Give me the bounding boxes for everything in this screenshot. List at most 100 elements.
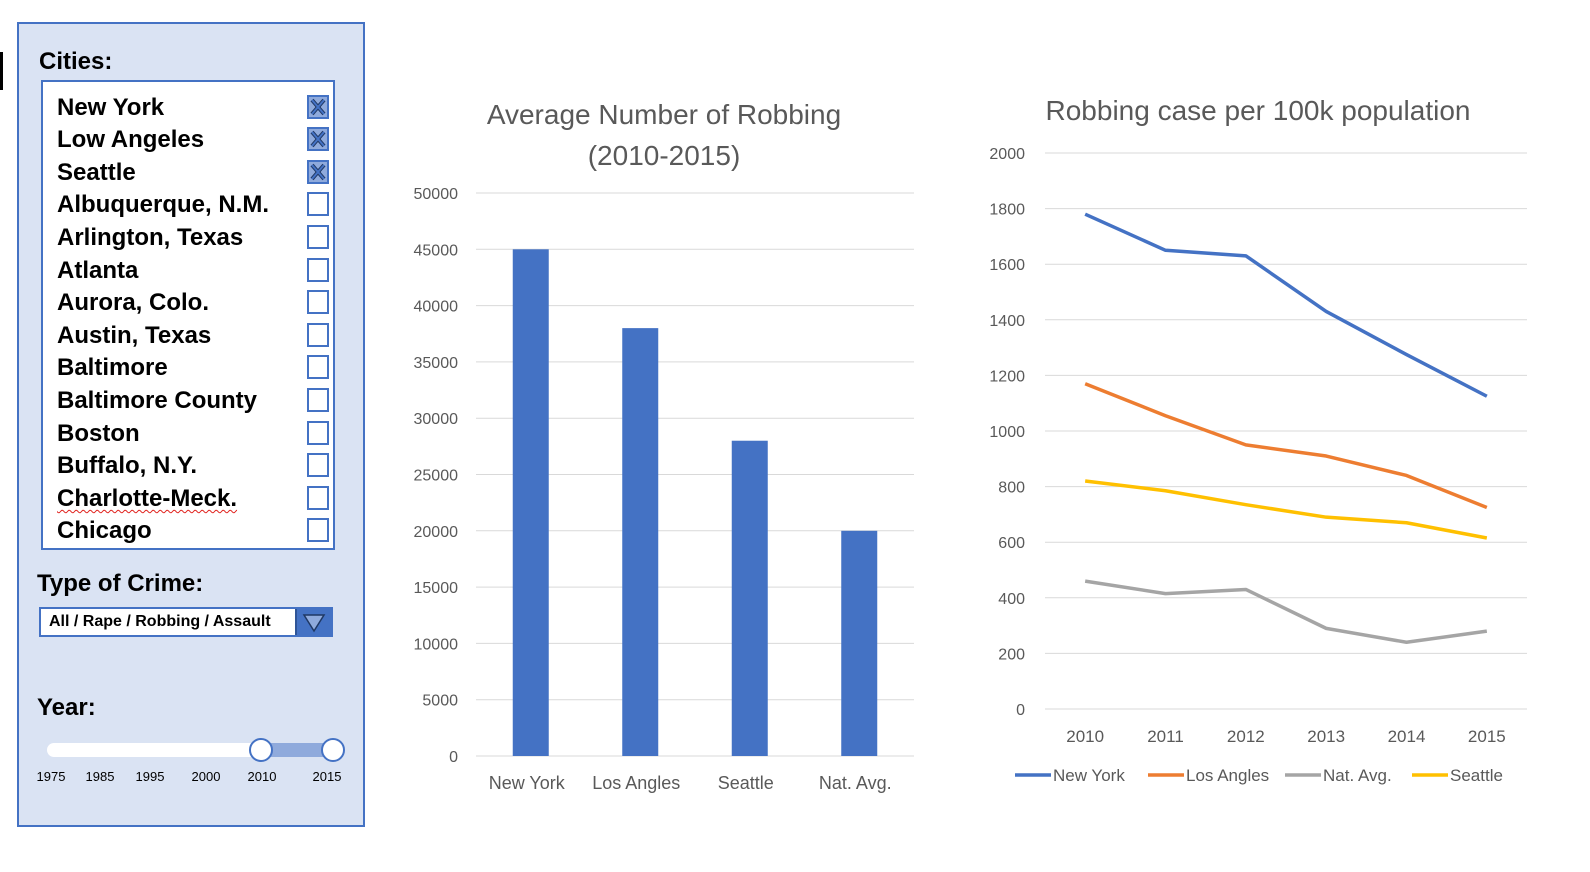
- city-label: Low Angeles: [57, 126, 205, 153]
- crime-type-value: All / Rape / Robbing / Assault: [49, 613, 271, 630]
- city-label: Chicago: [57, 517, 152, 544]
- city-label: Buffalo, N.Y.: [57, 452, 198, 479]
- line-chart-series-nat-avg: [1084, 579, 1488, 645]
- cities-heading: Cities:: [39, 48, 113, 75]
- year-tick: 2015: [312, 769, 342, 784]
- line-chart-y-tick-label: 0: [1016, 702, 1025, 719]
- line-chart-title: Robbing case per 100k population: [1046, 95, 1471, 126]
- city-label: Aurora, Colo.: [57, 289, 210, 316]
- bar-chart-y-tick-label: 40000: [414, 299, 459, 316]
- city-checkbox[interactable]: [307, 160, 329, 184]
- bar-chart-y-tick-label: 5000: [422, 693, 458, 710]
- checkmark-x-icon: [310, 130, 326, 148]
- bar-chart-bar: [731, 440, 768, 756]
- checkmark-x-icon: [310, 98, 326, 116]
- bar-chart-title: Average Number of Robbing: [487, 99, 841, 130]
- bar-chart-y-tick-label: 15000: [414, 580, 459, 597]
- city-list-item[interactable]: Buffalo, N.Y.: [57, 450, 329, 482]
- city-list-item[interactable]: Aurora, Colo.: [57, 287, 329, 319]
- line-chart-series-new-york: [1084, 212, 1488, 398]
- line-chart-y-tick-label: 200: [998, 646, 1025, 663]
- legend-label: Nat. Avg.: [1323, 766, 1392, 785]
- city-checkbox[interactable]: [307, 258, 329, 282]
- dropdown-arrow-button[interactable]: [295, 609, 331, 635]
- legend-label: Los Angles: [1186, 766, 1269, 785]
- checkmark-x-icon: [310, 163, 326, 181]
- city-label: Austin, Texas: [57, 322, 212, 349]
- city-checkbox[interactable]: [307, 95, 329, 119]
- year-tick: 1995: [135, 769, 165, 784]
- city-checkbox[interactable]: [307, 518, 329, 542]
- year-slider-range: [261, 743, 335, 757]
- bar-chart-y-tick-label: 25000: [414, 468, 459, 485]
- city-checkbox[interactable]: [307, 225, 329, 249]
- bar-chart-title: (2010-2015): [588, 140, 741, 171]
- line-chart-y-tick-label: 1600: [989, 257, 1025, 274]
- city-list-item[interactable]: New York: [57, 92, 329, 124]
- city-checkbox[interactable]: [307, 323, 329, 347]
- city-list-item[interactable]: Boston: [57, 418, 329, 450]
- city-label: Albuquerque, N.M.: [57, 191, 269, 218]
- year-slider-end-handle[interactable]: [321, 738, 345, 762]
- bar-chart-x-tick-label: New York: [489, 773, 566, 793]
- city-checkbox[interactable]: [307, 355, 329, 379]
- line-chart-y-tick-label: 2000: [989, 146, 1025, 163]
- line-chart-y-tick-label: 1400: [989, 313, 1025, 330]
- crime-type-select[interactable]: All / Rape / Robbing / Assault: [39, 607, 333, 637]
- bar-chart-bar: [841, 530, 878, 756]
- year-heading: Year:: [37, 694, 96, 721]
- city-checkbox[interactable]: [307, 486, 329, 510]
- window-edge-marker: [0, 52, 3, 90]
- line-chart-series-los-angles: [1084, 382, 1488, 510]
- bar-chart-y-tick-label: 45000: [414, 242, 459, 259]
- bar-chart-x-tick-label: Seattle: [718, 773, 774, 793]
- line-chart-y-tick-label: 1000: [989, 424, 1025, 441]
- crime-type-heading: Type of Crime:: [37, 570, 204, 597]
- chevron-down-icon: [302, 614, 326, 633]
- line-chart-y-tick-label: 1200: [989, 368, 1025, 385]
- city-list-item[interactable]: Charlotte-Meck.: [57, 483, 329, 515]
- legend-label: Seattle: [1450, 766, 1503, 785]
- city-list-item[interactable]: Chicago: [57, 515, 329, 547]
- line-chart-x-tick-label: 2015: [1468, 727, 1506, 746]
- city-label: Baltimore County: [57, 387, 258, 414]
- city-list-item[interactable]: Austin, Texas: [57, 320, 329, 352]
- line-chart-y-tick-label: 600: [998, 535, 1025, 552]
- city-list-item[interactable]: Arlington, Texas: [57, 222, 329, 254]
- city-label: Charlotte-Meck.: [57, 485, 238, 512]
- city-checkbox[interactable]: [307, 421, 329, 445]
- city-label: Baltimore: [57, 354, 168, 381]
- city-checkbox[interactable]: [307, 290, 329, 314]
- line-chart-x-tick-label: 2011: [1147, 727, 1184, 746]
- city-checkbox[interactable]: [307, 127, 329, 151]
- line-chart-y-tick-label: 400: [998, 591, 1025, 608]
- city-checkbox[interactable]: [307, 192, 329, 216]
- line-chart-y-tick-label: 1800: [989, 202, 1025, 219]
- city-list-item[interactable]: Albuquerque, N.M.: [57, 189, 329, 221]
- city-label: Atlanta: [57, 257, 139, 284]
- city-list-item[interactable]: Atlanta: [57, 255, 329, 287]
- line-chart-x-tick-label: 2014: [1388, 727, 1426, 746]
- year-tick: 2000: [191, 769, 221, 784]
- bar-chart-y-tick-label: 0: [449, 749, 458, 766]
- city-checkbox[interactable]: [307, 453, 329, 477]
- city-list-item[interactable]: Low Angeles: [57, 124, 329, 156]
- bar-chart-y-tick-label: 30000: [414, 411, 459, 428]
- city-label: Arlington, Texas: [57, 224, 244, 251]
- city-label: New York: [57, 94, 165, 121]
- city-list-item[interactable]: Baltimore: [57, 352, 329, 384]
- city-list-item[interactable]: Baltimore County: [57, 385, 329, 417]
- year-slider-start-handle[interactable]: [249, 738, 273, 762]
- year-tick: 2010: [247, 769, 277, 784]
- bar-chart-y-tick-label: 35000: [414, 355, 459, 372]
- bar-chart-bar: [622, 328, 659, 756]
- bar-chart-y-tick-label: 20000: [414, 524, 459, 541]
- bar-chart-x-tick-label: Los Angles: [592, 773, 680, 793]
- line-chart-y-tick-label: 800: [998, 480, 1025, 497]
- city-list-item[interactable]: Seattle: [57, 157, 329, 189]
- line-chart-x-tick-label: 2010: [1066, 727, 1104, 746]
- bar-chart-bar: [512, 249, 549, 757]
- city-checkbox[interactable]: [307, 388, 329, 412]
- bar-chart-x-tick-label: Nat. Avg.: [819, 773, 892, 793]
